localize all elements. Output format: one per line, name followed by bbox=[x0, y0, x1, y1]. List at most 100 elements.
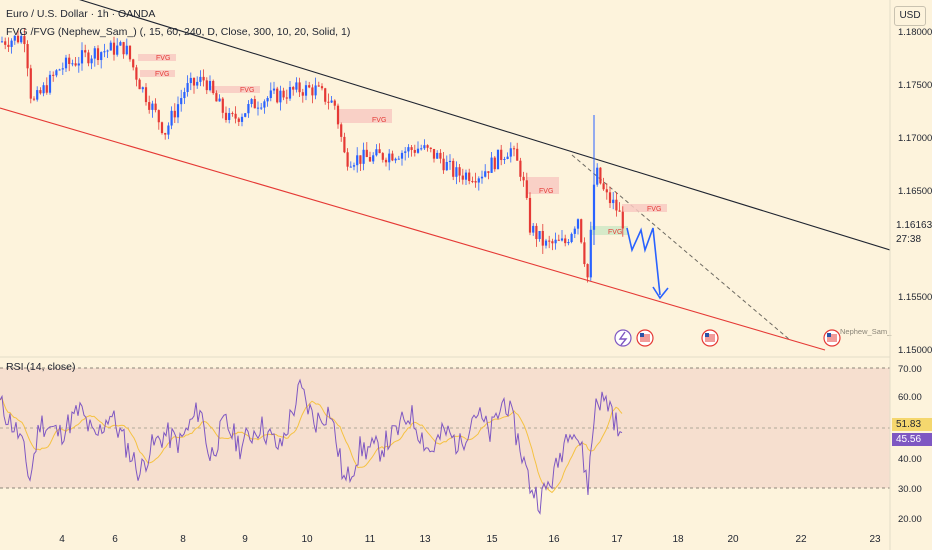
candle-body bbox=[471, 181, 474, 183]
candle-body bbox=[362, 149, 365, 164]
candle-body bbox=[548, 240, 551, 242]
candle-body bbox=[448, 160, 452, 163]
candle-body bbox=[141, 87, 144, 90]
fvg-label: FVG bbox=[647, 206, 661, 213]
fvg-label: FVG bbox=[539, 188, 553, 195]
candle-body bbox=[516, 148, 519, 161]
candle-body bbox=[199, 76, 202, 82]
candle-body bbox=[112, 42, 116, 55]
candle-body bbox=[138, 79, 141, 90]
candle-body bbox=[295, 82, 298, 90]
time-axis-label: 20 bbox=[727, 534, 739, 545]
candle-body bbox=[10, 40, 13, 47]
candle-body bbox=[288, 87, 292, 99]
candle-body bbox=[205, 80, 208, 91]
candle-body bbox=[410, 147, 413, 150]
candle-body bbox=[596, 167, 599, 185]
symbol-title[interactable]: Euro / U.S. Dollar · 1h · OANDA bbox=[6, 8, 156, 20]
candle-body bbox=[42, 85, 45, 94]
price-axis-label: 1.15000 bbox=[898, 345, 932, 356]
rsi-axis-label: 40.00 bbox=[898, 454, 922, 465]
candle-body bbox=[304, 85, 308, 96]
candle-body bbox=[343, 136, 346, 153]
candle-body bbox=[192, 77, 196, 86]
candle-body bbox=[32, 98, 36, 100]
candle-body bbox=[452, 160, 455, 177]
candle-body bbox=[80, 50, 84, 64]
candle-body bbox=[500, 149, 503, 161]
candle-body bbox=[39, 90, 42, 94]
candle-body bbox=[13, 35, 16, 41]
candle-body bbox=[317, 85, 320, 87]
candle-body bbox=[484, 171, 487, 177]
candle-body bbox=[311, 87, 314, 96]
price-axis-label: 1.17500 bbox=[898, 80, 932, 91]
candle-body bbox=[164, 133, 167, 135]
candle-body bbox=[48, 74, 52, 93]
time-axis-label: 23 bbox=[869, 534, 881, 545]
time-axis-label: 22 bbox=[795, 534, 807, 545]
forecast-path bbox=[626, 227, 661, 296]
candle-body bbox=[474, 181, 477, 183]
candle-body bbox=[506, 156, 509, 160]
fvg-zone bbox=[140, 70, 175, 77]
flag-ring bbox=[701, 329, 719, 347]
candle-body bbox=[218, 98, 221, 102]
candle-body bbox=[292, 87, 295, 90]
price-axis-label: 1.16500 bbox=[898, 186, 932, 197]
candle-body bbox=[480, 176, 484, 179]
candle-body bbox=[186, 83, 189, 93]
candle-body bbox=[87, 52, 90, 64]
candle-body bbox=[212, 80, 215, 94]
price-axis-label: 1.15500 bbox=[898, 292, 932, 303]
candle-body bbox=[314, 85, 317, 96]
candle-body bbox=[279, 90, 282, 103]
flag-ring bbox=[823, 329, 841, 347]
candle-body bbox=[439, 152, 442, 159]
rsi-legend[interactable]: RSI (14, close) bbox=[6, 361, 76, 373]
fvg-label: FVG bbox=[608, 229, 622, 236]
candle-body bbox=[468, 172, 471, 182]
candle-body bbox=[512, 148, 516, 150]
fvg-label: FVG bbox=[155, 71, 169, 78]
indicator-legend[interactable]: FVG /FVG (Nephew_Sam_) (, 15, 60, 240, D… bbox=[6, 26, 351, 38]
time-axis-label: 11 bbox=[365, 534, 376, 545]
candle-body bbox=[477, 178, 480, 183]
rsi-line bbox=[0, 378, 623, 515]
candle-body bbox=[525, 180, 528, 198]
flag-canton bbox=[827, 333, 831, 337]
currency-button[interactable]: USD bbox=[894, 6, 926, 26]
channel-upper-line bbox=[79, 0, 891, 251]
price-axis-label: 1.17000 bbox=[898, 133, 932, 144]
rsi-axis-label: 70.00 bbox=[898, 364, 922, 375]
candle-body bbox=[330, 100, 333, 103]
candle-body bbox=[132, 59, 135, 68]
candle-body bbox=[221, 98, 224, 113]
candle-body bbox=[580, 219, 583, 243]
fvg-zone bbox=[590, 226, 628, 235]
candle-body bbox=[333, 100, 336, 106]
flag-canton bbox=[640, 333, 644, 337]
trend-dashed-line bbox=[571, 154, 791, 341]
candle-body bbox=[503, 159, 506, 161]
fvg-label: FVG bbox=[156, 55, 170, 62]
candle-body bbox=[493, 157, 496, 170]
candle-body bbox=[346, 152, 349, 167]
candle-body bbox=[423, 145, 426, 149]
candle-body bbox=[455, 167, 458, 177]
candle-body bbox=[535, 225, 538, 240]
candle-body bbox=[215, 93, 218, 102]
rsi-axis-label: 20.00 bbox=[898, 514, 922, 525]
candle-body bbox=[445, 162, 448, 171]
candle-body bbox=[589, 229, 592, 278]
time-axis-label: 10 bbox=[301, 534, 313, 545]
candle-body bbox=[432, 148, 436, 159]
candle-body bbox=[253, 99, 256, 109]
candle-body bbox=[135, 67, 138, 80]
candle-body bbox=[160, 122, 164, 134]
candle-body bbox=[336, 105, 340, 125]
candle-body bbox=[519, 160, 522, 177]
candle-body bbox=[157, 110, 160, 123]
candle-body bbox=[64, 57, 68, 69]
